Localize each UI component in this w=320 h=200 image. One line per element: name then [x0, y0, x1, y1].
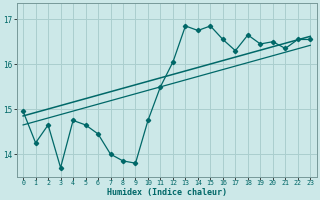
X-axis label: Humidex (Indice chaleur): Humidex (Indice chaleur) — [107, 188, 227, 197]
